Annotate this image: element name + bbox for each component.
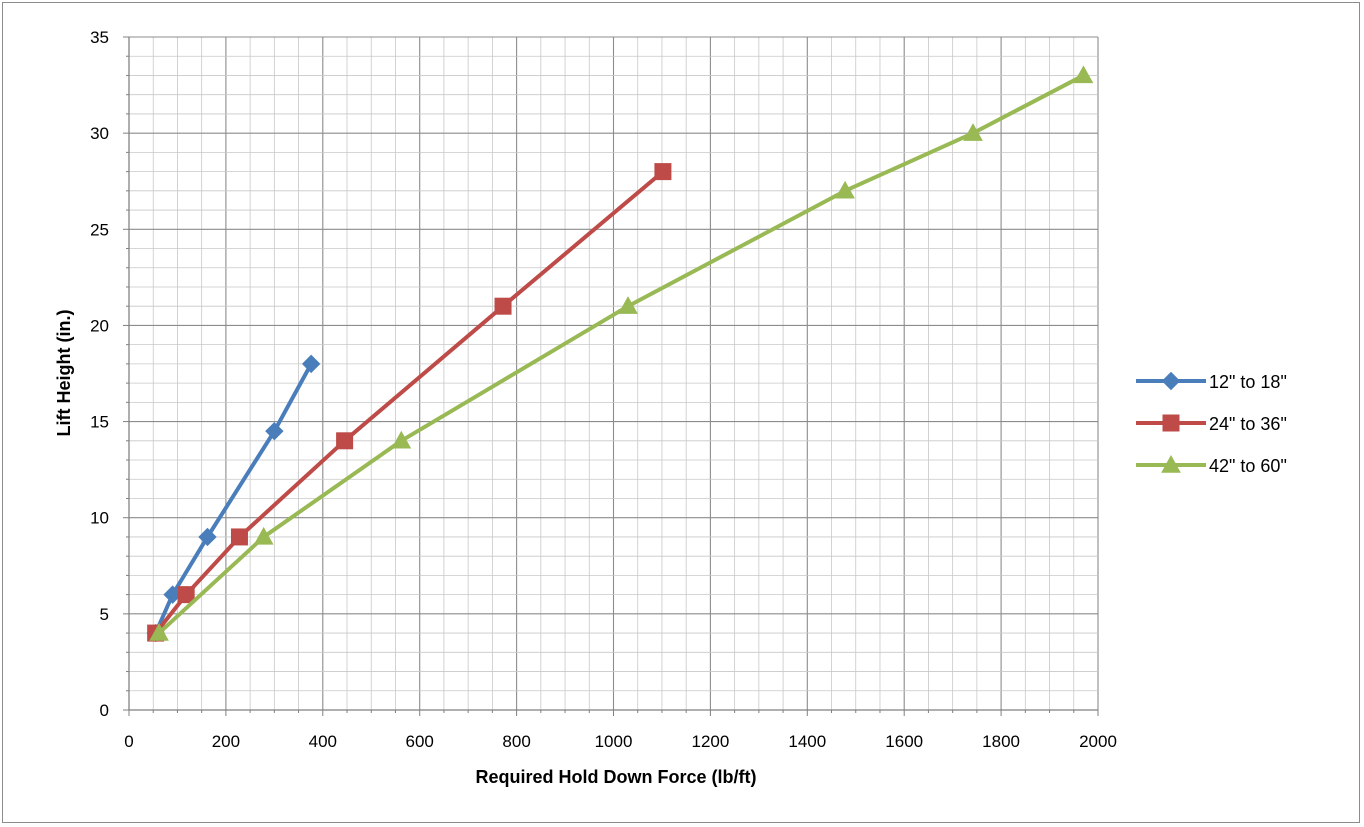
- y-axis-title: Lift Height (in.): [54, 310, 74, 437]
- y-tick-label: 10: [90, 509, 109, 528]
- x-tick-labels: 0 200 400 600 800 1000 1200 1400 1600 1800 2000: [124, 732, 1117, 751]
- legend-label: 12" to 18": [1209, 372, 1287, 392]
- legend-label: 42" to 60": [1209, 456, 1287, 476]
- data-point: [253, 526, 274, 545]
- y-tick-label: 35: [90, 28, 109, 47]
- legend-swatch-marker: [1162, 414, 1180, 432]
- series-42-to-60: [149, 65, 1094, 641]
- data-point: [835, 180, 855, 199]
- grid-lines: [128, 36, 1099, 711]
- data-point: [265, 421, 284, 441]
- x-tick-label: 600: [406, 732, 434, 751]
- x-tick-label: 2000: [1079, 732, 1117, 751]
- y-tick-label: 15: [90, 413, 109, 432]
- data-point: [1073, 65, 1094, 84]
- legend-swatch-marker: [1161, 371, 1181, 391]
- data-point: [336, 432, 354, 450]
- x-tick-label: 1600: [885, 732, 923, 751]
- x-tick-label: 800: [502, 732, 530, 751]
- line-chart: 0 200 400 600 800 1000 1200 1400 1600 1800 2000 0 5…: [54, 28, 1287, 787]
- x-tick-label: 1000: [595, 732, 633, 751]
- x-tick-label: 400: [309, 732, 337, 751]
- x-tick-label: 1800: [982, 732, 1020, 751]
- data-point: [494, 297, 512, 315]
- data-point: [963, 123, 983, 141]
- data-point: [149, 623, 169, 641]
- data-point: [391, 430, 412, 449]
- legend-entry: 12" to 18": [1136, 371, 1287, 392]
- data-point: [654, 163, 672, 181]
- series-line: [157, 73, 1086, 636]
- y-tick-label: 30: [90, 124, 109, 143]
- x-tick-label: 0: [124, 732, 133, 751]
- y-tick-label: 0: [100, 701, 109, 720]
- series-layer: [146, 65, 1094, 643]
- legend: 12" to 18" 24" to 36" 42" to 60": [1136, 371, 1287, 476]
- legend-entry: 42" to 60": [1136, 454, 1287, 476]
- data-point: [230, 528, 248, 546]
- x-tick-label: 1200: [691, 732, 729, 751]
- legend-swatch-marker: [1161, 454, 1181, 473]
- data-point: [198, 527, 217, 547]
- y-tick-label: 20: [90, 316, 109, 335]
- data-point: [177, 586, 195, 604]
- x-tick-label: 200: [212, 732, 240, 751]
- x-tick-label: 1400: [788, 732, 826, 751]
- y-tick-labels: 0 5 10 15 20 25 30 35: [90, 28, 109, 720]
- legend-entry: 24" to 36": [1136, 414, 1287, 434]
- legend-label: 24" to 36": [1209, 414, 1287, 434]
- axes: [123, 36, 1099, 716]
- y-tick-label: 25: [90, 220, 109, 239]
- data-point: [301, 354, 321, 374]
- data-point: [618, 296, 638, 314]
- x-axis-title: Required Hold Down Force (lb/ft): [476, 767, 757, 787]
- y-tick-label: 5: [100, 605, 109, 624]
